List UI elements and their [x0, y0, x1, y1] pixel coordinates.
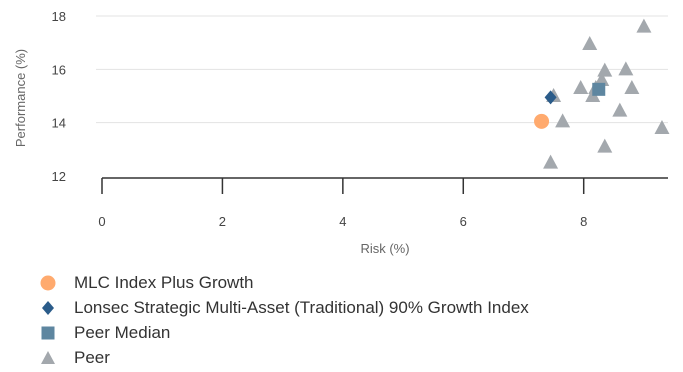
triangle-marker-point[interactable] — [612, 102, 628, 117]
square-marker-point[interactable] — [592, 82, 606, 96]
circle-marker-icon — [38, 273, 58, 293]
circle-marker-point[interactable] — [534, 113, 550, 129]
y-tick-label: 12 — [52, 169, 66, 184]
y-tick-label: 16 — [52, 62, 66, 77]
triangle-marker-point[interactable] — [594, 72, 610, 86]
legend-label: Peer — [74, 347, 110, 367]
legend-item-lonsec-index[interactable]: Lonsec Strategic Multi-Asset (Traditiona… — [38, 295, 529, 320]
legend-label: Lonsec Strategic Multi-Asset (Traditiona… — [74, 297, 529, 317]
diamond-marker-icon — [38, 298, 58, 318]
x-axis-label: Risk (%) — [360, 241, 409, 256]
grid-lines — [96, 15, 668, 124]
x-tick-label: 8 — [580, 214, 587, 229]
triangle-marker-point[interactable] — [582, 36, 598, 50]
legend-item-peer[interactable]: Peer — [38, 345, 529, 370]
data-points — [534, 18, 670, 169]
triangle-marker-point[interactable] — [618, 61, 634, 76]
legend-label: MLC Index Plus Growth — [74, 272, 254, 292]
x-tick-label: 0 — [98, 214, 105, 229]
y-axis: 12 14 16 18 — [52, 9, 66, 184]
x-tick-label: 2 — [219, 214, 226, 229]
triangle-marker-point[interactable] — [624, 80, 640, 94]
y-axis-label: Performance (%) — [13, 49, 28, 147]
triangle-marker-point[interactable] — [597, 62, 613, 77]
y-tick-label: 14 — [52, 116, 66, 131]
y-tick-label: 18 — [52, 9, 66, 24]
triangle-marker-point[interactable] — [543, 154, 559, 169]
scatter-chart: 0 2 4 6 8 12 14 16 18 Risk (%) Performance (%) — [13, 9, 670, 256]
triangle-marker-icon — [38, 348, 58, 368]
x-tick-label: 4 — [339, 214, 346, 229]
triangle-marker-point[interactable] — [573, 80, 589, 94]
triangle-marker-point[interactable] — [597, 138, 613, 153]
chart-legend: MLC Index Plus Growth Lonsec Strategic M… — [38, 270, 529, 370]
x-tick-label: 6 — [460, 214, 467, 229]
triangle-marker-point[interactable] — [636, 18, 652, 33]
diamond-marker-point[interactable] — [544, 90, 557, 105]
legend-item-peer-median[interactable]: Peer Median — [38, 320, 529, 345]
square-marker-icon — [38, 323, 58, 343]
legend-label: Peer Median — [74, 322, 171, 342]
triangle-marker-point[interactable] — [555, 113, 571, 128]
x-axis: 0 2 4 6 8 — [98, 177, 668, 229]
triangle-marker-point[interactable] — [654, 120, 670, 134]
legend-item-mlc-index-plus-growth[interactable]: MLC Index Plus Growth — [38, 270, 529, 295]
